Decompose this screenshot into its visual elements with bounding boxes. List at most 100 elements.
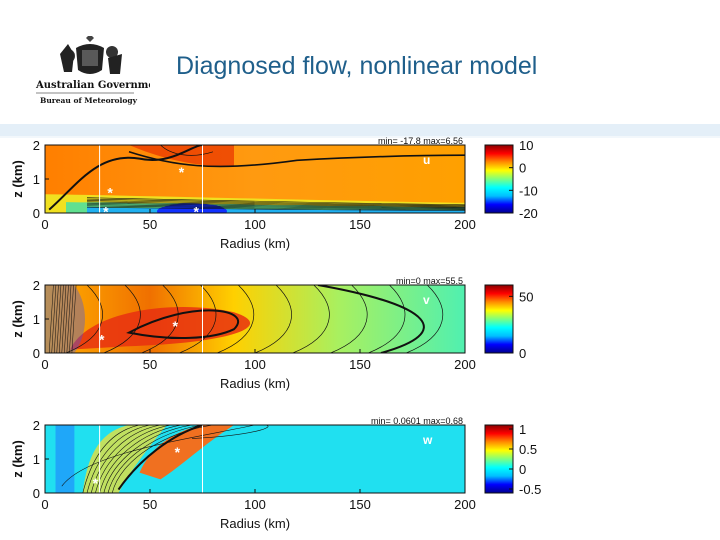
y-tick-label: 1 [33, 452, 40, 467]
colorbar-fill [484, 424, 514, 494]
contour-line [99, 425, 182, 493]
contour-line [64, 285, 69, 353]
x-tick-label: 200 [454, 357, 476, 372]
colorbar-tick-label: 50 [519, 289, 533, 304]
y-tick-label: 1 [33, 312, 40, 327]
contour-line [48, 285, 54, 353]
org-line2: Bureau of Meteorology [40, 96, 138, 105]
contour-line [61, 285, 67, 353]
colorbar-tick-label: 0 [519, 346, 526, 361]
colorbar-tick-label: -0.5 [519, 482, 541, 497]
marker-asterisk: * [193, 203, 199, 219]
contour-line [56, 285, 62, 353]
colorbar-v: 50 0 [484, 284, 533, 361]
x-tick-label: 200 [454, 217, 476, 232]
contour-line [95, 425, 172, 493]
field-w [45, 425, 465, 493]
contour-line [82, 425, 140, 493]
contour-zero [48, 145, 203, 211]
stats-text: min= -17.8 max=6.56 [378, 136, 463, 146]
contour-line [292, 285, 330, 353]
contour-line [66, 285, 72, 353]
marker-asterisk: * [99, 331, 105, 347]
marker-asterisk: * [103, 203, 109, 219]
stats-text: min= 0.0601 max=0.68 [371, 416, 463, 426]
y-tick-label: 2 [33, 138, 40, 153]
contour-line [160, 145, 214, 156]
y-tick-label: 0 [33, 486, 40, 501]
contour-line [191, 425, 269, 439]
panel-v: * * 0 50 100 150 200 0 1 2 Radius (km) z (km) min=0 … [10, 276, 533, 391]
contour-line-thick [128, 151, 465, 168]
slide-title: Diagnosed flow, nonlinear model [176, 52, 538, 80]
field-label: u [423, 153, 430, 167]
colorbar-tick-label: 1 [519, 422, 526, 437]
contour-line [86, 205, 465, 211]
contour-line [141, 285, 179, 353]
marker-asterisk: * [93, 475, 99, 491]
colorbar-tick-label: 0 [519, 462, 526, 477]
contour-line [53, 285, 59, 353]
contour-line [406, 285, 443, 353]
x-tick-label: 50 [143, 357, 157, 372]
contour-line [103, 285, 141, 353]
y-axis-label: z (km) [10, 160, 25, 198]
contour-thick [117, 425, 203, 491]
y-tick-label: 2 [33, 278, 40, 293]
colorbar-tick-label: 0.5 [519, 442, 537, 457]
contour-line [71, 285, 77, 353]
x-tick-label: 200 [454, 497, 476, 512]
marker-asterisk: * [179, 164, 185, 180]
x-axis-label: Radius (km) [220, 376, 290, 391]
x-tick-label: 50 [143, 217, 157, 232]
x-tick-label: 0 [41, 357, 48, 372]
contour-line [86, 204, 465, 210]
y-tick-label: 0 [33, 346, 40, 361]
colorbar-tick-label: 10 [519, 138, 533, 153]
contour-line [69, 285, 74, 353]
field-label: v [423, 293, 430, 307]
marker-asterisk: * [172, 318, 178, 334]
x-tick-label: 150 [349, 217, 371, 232]
x-tick-label: 50 [143, 497, 157, 512]
colorbar-w: 1 0.5 0 -0.5 [484, 422, 541, 497]
x-tick-label: 150 [349, 357, 371, 372]
contour-line [86, 198, 465, 206]
y-tick-label: 2 [33, 418, 40, 433]
contour-line [86, 206, 465, 211]
x-axis-label: Radius (km) [220, 236, 290, 251]
y-tick-label: 1 [33, 172, 40, 187]
x-tick-label: 100 [244, 357, 266, 372]
contour-line [51, 285, 57, 353]
outflow-max [129, 145, 234, 167]
x-tick-label: 100 [244, 497, 266, 512]
tangential-max [70, 307, 251, 350]
contour-line [86, 425, 151, 493]
contour-thick [317, 285, 425, 353]
field-u [45, 145, 465, 213]
colorbar-u: 10 0 -10 -20 [484, 138, 538, 221]
contour-thick [126, 309, 240, 340]
org-line1: Australian Government [35, 80, 150, 91]
colorbar-fill [484, 284, 514, 354]
x-tick-label: 0 [41, 497, 48, 512]
panel-w: * * 0 50 100 150 200 0 1 2 Radius (km) z (km) min= 0… [10, 416, 541, 531]
field-label: w [422, 433, 433, 447]
contour-line [86, 201, 465, 208]
contour-line [103, 425, 193, 493]
contour-line [217, 285, 254, 353]
contour-line [90, 425, 161, 493]
contour-line [111, 425, 214, 493]
contour-line [86, 202, 465, 209]
colorbar-tick-label: 0 [519, 161, 526, 176]
field-v [45, 285, 465, 353]
contour-line [86, 200, 465, 207]
x-tick-label: 150 [349, 497, 371, 512]
colorbar-tick-label: -20 [519, 206, 538, 221]
contour-line [368, 285, 406, 353]
contour-line [61, 425, 256, 487]
colorbar-fill [484, 144, 514, 214]
eye-downdraft [55, 425, 75, 493]
